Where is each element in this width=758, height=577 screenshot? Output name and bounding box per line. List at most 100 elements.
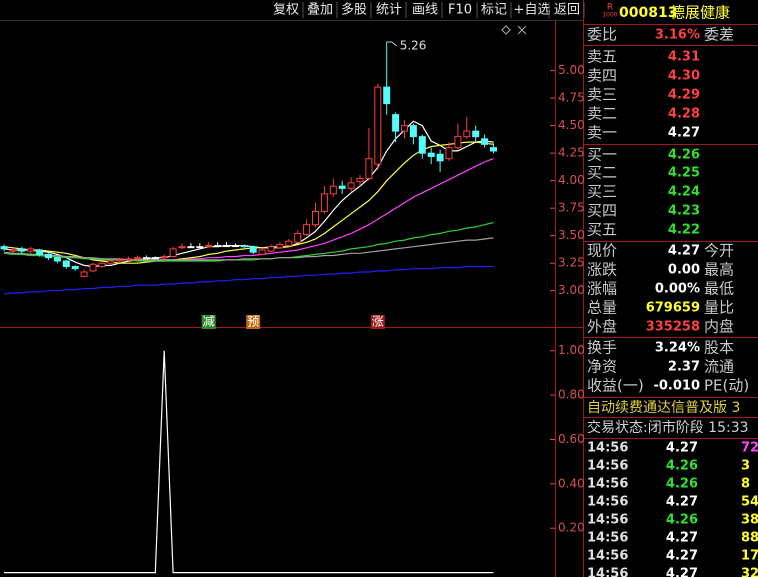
trade-price: 4.27	[666, 531, 698, 546]
quote-value: 335258	[646, 320, 700, 335]
candle-body	[267, 246, 275, 252]
candle-body	[80, 271, 88, 277]
signal-label: 预	[247, 315, 259, 329]
candle-body	[338, 185, 346, 189]
line	[4, 158, 494, 261]
candle-body	[27, 248, 35, 252]
quote-value: 4.25	[668, 166, 700, 181]
quote-value: 0.00	[668, 263, 700, 278]
quote-value: 4.29	[668, 88, 700, 103]
quote-label: 外盘	[587, 318, 617, 336]
quote-label2: 流通	[704, 358, 734, 376]
stock-name: 德展健康	[670, 4, 730, 22]
candle-body	[187, 246, 195, 249]
trade-volume: 72	[741, 441, 758, 456]
quote-value: 4.27	[668, 244, 700, 259]
candle-body	[472, 130, 480, 138]
candle-body	[392, 114, 400, 132]
trade-volume: 320	[741, 567, 758, 577]
trade-time: 14:56	[587, 531, 628, 546]
candle-body	[205, 245, 213, 248]
toolbar-button[interactable]: 统计	[376, 3, 402, 18]
y-tick-label: 0.60	[558, 432, 585, 446]
candle-body	[490, 147, 497, 152]
trade-volume: 3	[741, 459, 750, 474]
quote-value: 4.30	[668, 69, 700, 84]
quote-value: 4.28	[668, 107, 700, 122]
candle-body	[116, 259, 124, 262]
quote-value: 3.24%	[655, 341, 700, 356]
quote-label2: 最低	[704, 280, 734, 298]
trade-volume: 388	[741, 513, 758, 528]
trade-time: 14:56	[587, 567, 628, 577]
trade-price: 4.27	[666, 441, 698, 456]
candle-body	[383, 86, 391, 105]
quote-label: 买一	[587, 146, 617, 164]
max-label: 5.26	[400, 39, 427, 53]
candle-body	[223, 245, 230, 248]
toolbar-button[interactable]: 叠加	[307, 3, 333, 18]
toolbar-button[interactable]: 标记	[481, 3, 507, 18]
candle-body	[374, 86, 382, 165]
signal-box	[201, 315, 216, 329]
quote-label: 买三	[587, 183, 617, 201]
y-tick-label: 4.75	[558, 91, 585, 105]
quote-label: 卖三	[587, 86, 617, 104]
quote-label: 收益(一)	[587, 377, 644, 395]
toolbar-button[interactable]: 复权	[273, 2, 299, 18]
candle-body	[285, 240, 293, 247]
quote-value: 0.00%	[655, 282, 700, 297]
candle-body	[169, 248, 177, 258]
max-leader	[386, 41, 398, 47]
quote-value: 4.27	[668, 126, 700, 141]
trade-volume: 17	[741, 549, 758, 564]
candle-body	[320, 193, 328, 212]
toolbar-button[interactable]: 返回	[554, 3, 580, 18]
quote-value: 4.22	[668, 223, 700, 238]
candle-body	[347, 182, 355, 189]
quote-label2: 委差	[704, 26, 734, 44]
diamond-icon[interactable]	[501, 25, 511, 35]
quote-label: 净资	[587, 358, 617, 376]
quote-label: 换手	[587, 339, 617, 357]
toolbar-button[interactable]: 多股	[341, 2, 367, 18]
candle-body	[401, 125, 408, 132]
candle-body	[303, 224, 311, 236]
trade-time: 14:56	[587, 477, 628, 492]
candle-body	[249, 246, 257, 253]
quote-label: 委比	[587, 26, 617, 44]
badge-sub: 1000	[602, 12, 617, 19]
y-tick-label: 3.50	[558, 228, 585, 242]
quote-value: 2.37	[668, 360, 700, 375]
quote-value: 4.31	[668, 50, 700, 65]
close-icon[interactable]	[517, 25, 527, 35]
line	[3, 265, 494, 295]
candle-body	[98, 262, 106, 267]
trade-price: 4.26	[666, 459, 698, 474]
candle-body	[463, 130, 471, 138]
candle-body	[160, 256, 168, 259]
line	[3, 120, 494, 268]
candle-body	[312, 210, 319, 226]
quote-value: -0.010	[653, 379, 700, 394]
y-tick-label: 0.40	[558, 476, 585, 490]
notice[interactable]: 自动续费通达信普及版 3	[587, 399, 740, 416]
quote-label: 涨跌	[587, 261, 617, 279]
trade-time: 14:56	[587, 441, 628, 456]
candle-body	[9, 249, 17, 252]
toolbar-button[interactable]: 画线	[412, 3, 438, 18]
toolbar-button[interactable]: +自选	[514, 3, 551, 18]
quote-label: 买四	[587, 202, 617, 220]
quote-value: 4.23	[668, 204, 700, 219]
candle-body	[365, 158, 373, 179]
candle-body	[196, 246, 204, 249]
toolbar-button[interactable]: F10	[448, 3, 472, 18]
quote-label: 总量	[587, 299, 617, 317]
quote-label2: 今开	[704, 242, 734, 260]
quote-label2: 股本	[704, 339, 734, 357]
y-tick-label: 5.00	[558, 63, 585, 77]
trade-time: 14:56	[587, 513, 628, 528]
quote-value: 679659	[646, 301, 700, 316]
candle-body	[36, 249, 44, 255]
quote-label: 涨幅	[587, 280, 617, 298]
